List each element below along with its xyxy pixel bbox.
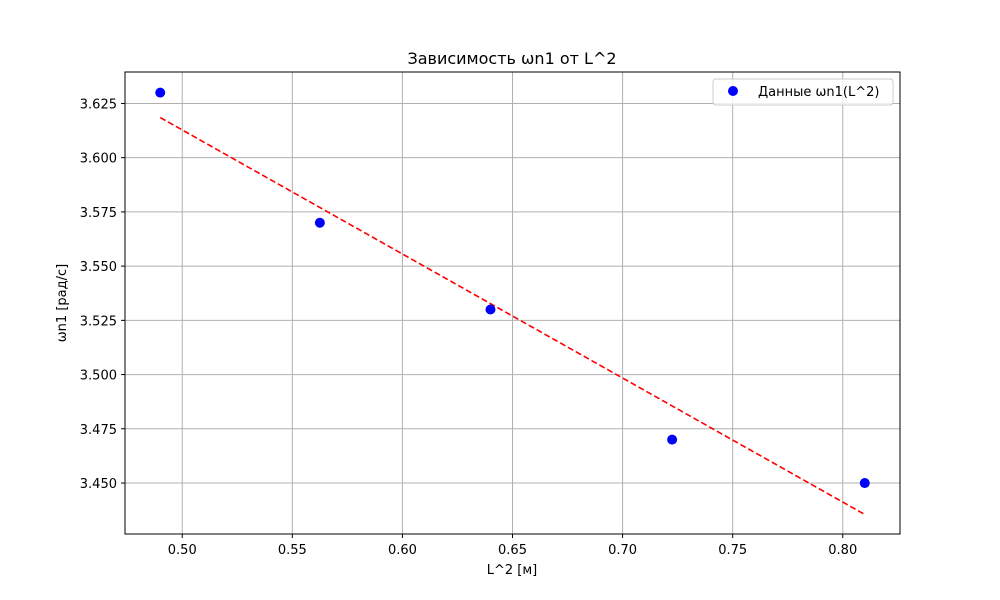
data-point <box>485 304 496 315</box>
y-tick-label: 3.625 <box>80 97 117 112</box>
x-tick-label: 0.80 <box>828 543 857 558</box>
x-axis: 0.50 0.55 0.60 0.65 0.70 0.75 0.80 <box>168 534 857 558</box>
legend-marker <box>728 86 738 96</box>
series-layer <box>155 87 870 516</box>
y-tick-label: 3.575 <box>80 206 117 221</box>
y-tick-label: 3.475 <box>80 423 117 438</box>
y-tick-label: 3.525 <box>80 314 117 329</box>
x-tick-label: 0.70 <box>608 543 637 558</box>
y-tick-label: 3.450 <box>80 477 117 492</box>
y-tick-label: 3.500 <box>80 369 117 384</box>
legend: Данные ωn1(L^2) <box>712 78 894 106</box>
x-tick-label: 0.55 <box>278 543 307 558</box>
y-tick-label: 3.550 <box>80 260 117 275</box>
legend-label: Данные ωn1(L^2) <box>758 85 879 100</box>
y-axis-label: ωn1 [рад/с] <box>55 264 70 342</box>
data-point <box>314 217 325 228</box>
x-tick-label: 0.60 <box>388 543 417 558</box>
chart-title: Зависимость ωn1 от L^2 <box>407 49 616 68</box>
legend-box <box>712 78 894 106</box>
x-tick-label: 0.75 <box>718 543 747 558</box>
y-tick-label: 3.600 <box>80 152 117 167</box>
x-tick-label: 0.50 <box>168 543 197 558</box>
y-axis: 3.450 3.475 3.500 3.525 3.550 3.575 3.600 3.625 <box>80 97 125 492</box>
data-point <box>667 434 678 445</box>
data-point <box>155 87 166 98</box>
x-tick-label: 0.65 <box>498 543 527 558</box>
x-axis-label: L^2 [м] <box>487 563 538 578</box>
data-point <box>859 478 870 489</box>
grid <box>125 72 900 534</box>
